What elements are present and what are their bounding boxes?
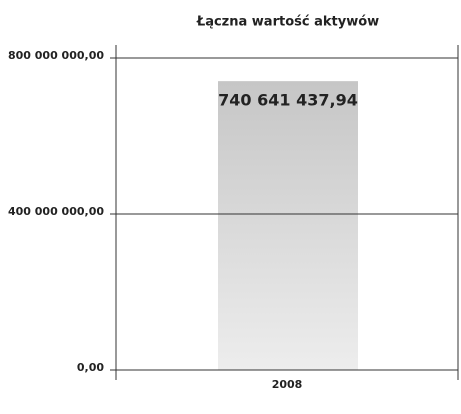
- chart-title: Łączna wartość aktywów: [196, 15, 379, 30]
- y-tick-label: 0,00: [77, 361, 104, 374]
- data-label: 740 641 437,94: [218, 91, 358, 110]
- bar: [218, 81, 358, 370]
- x-tick-label: 2008: [272, 378, 303, 391]
- y-tick-label: 400 000 000,00: [8, 205, 104, 218]
- y-tick-label: 800 000 000,00: [8, 49, 104, 62]
